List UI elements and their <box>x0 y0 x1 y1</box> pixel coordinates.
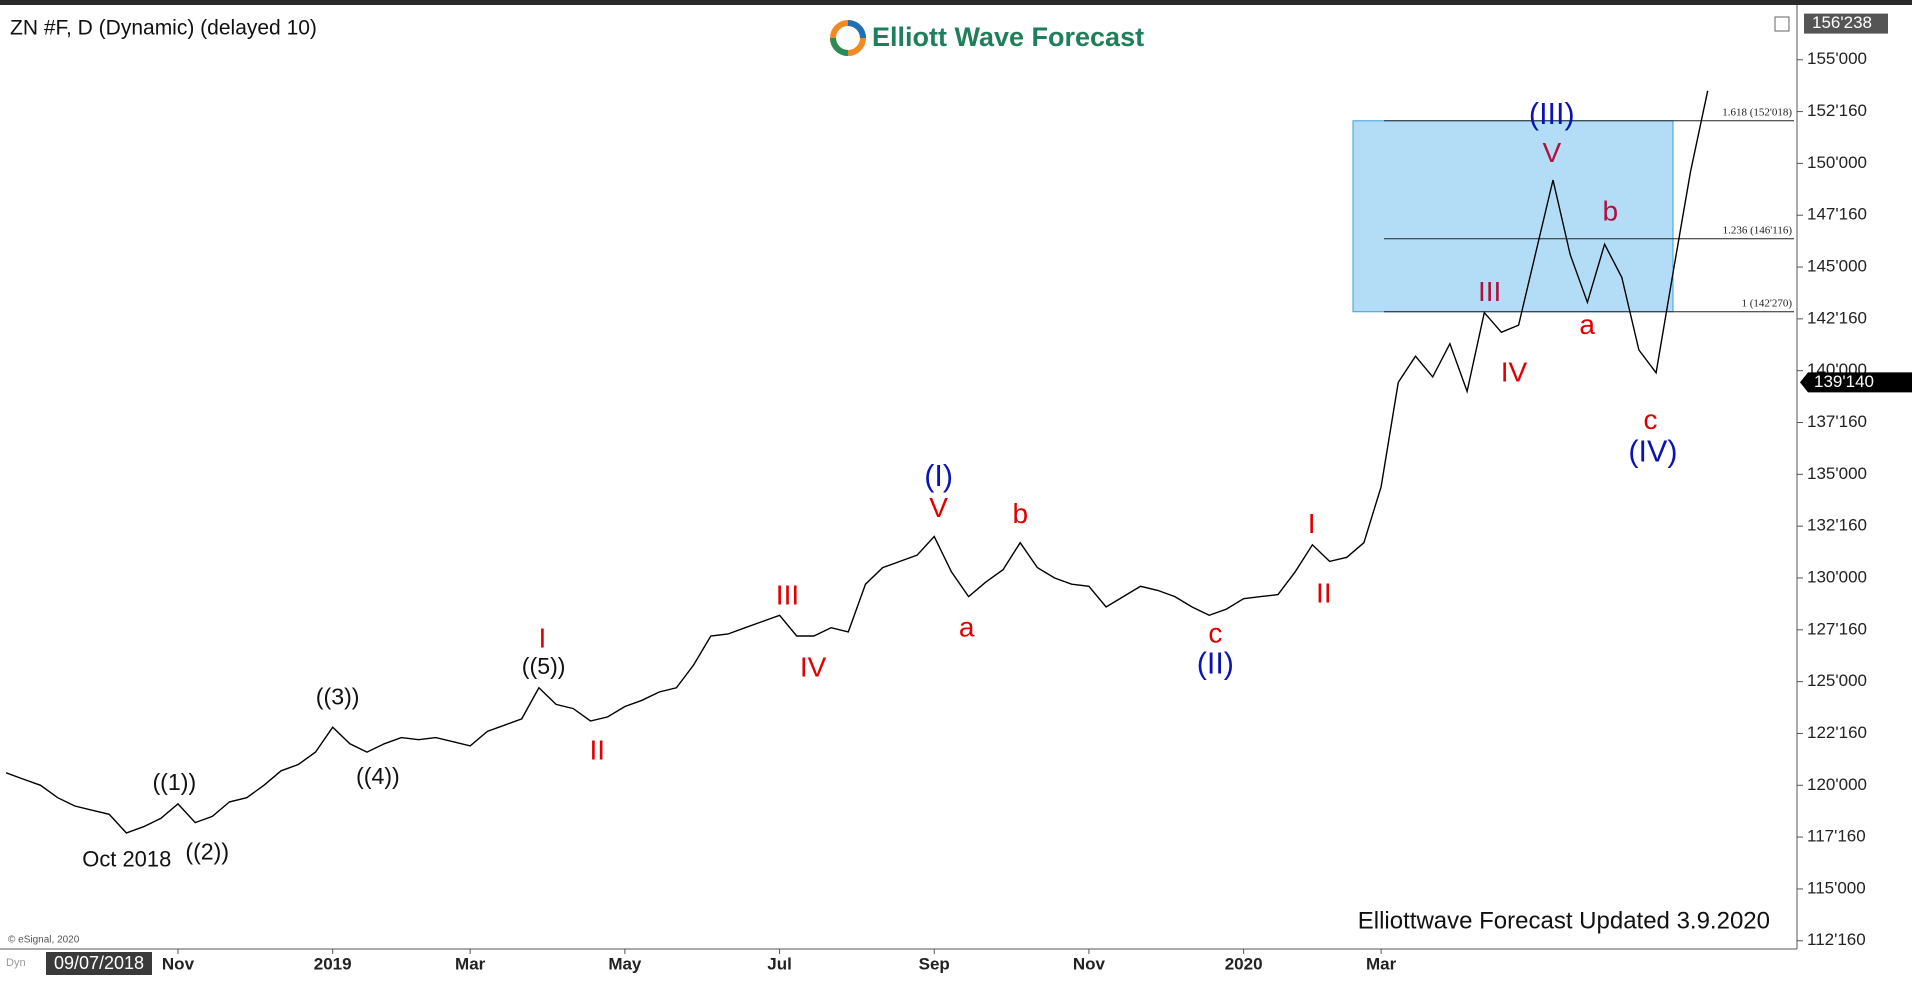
y-tick-label: 120'000 <box>1807 775 1867 794</box>
y-tick-label: 145'000 <box>1807 257 1867 276</box>
wave-label: I <box>539 622 547 653</box>
logo-text: Elliott Wave Forecast <box>872 22 1144 52</box>
y-tick-label: 130'000 <box>1807 567 1867 586</box>
x-tick-label: 2019 <box>314 954 352 973</box>
last-price-box <box>1800 372 1912 393</box>
wave-label: ((4)) <box>356 763 400 789</box>
y-tick-label: 152'160 <box>1807 101 1867 120</box>
footer: Elliottwave Forecast Updated 3.9.2020 <box>1358 907 1770 934</box>
wave-label: ((2)) <box>185 838 229 864</box>
y-tick-label: 150'000 <box>1807 153 1867 172</box>
wave-label: I <box>1308 508 1316 539</box>
wave-label: (II) <box>1197 647 1234 681</box>
y-tick-label: 117'160 <box>1807 827 1866 846</box>
wave-label: III <box>1478 276 1501 307</box>
x-tick-label: Nov <box>1073 954 1106 973</box>
wave-label: a <box>1579 309 1595 340</box>
wave-label: a <box>959 611 975 642</box>
window-icon <box>1774 16 1790 32</box>
logo: Elliott Wave Forecast <box>830 20 1144 56</box>
y-tick-label: 147'160 <box>1807 205 1867 224</box>
fib-label: 1.618 (152'018) <box>1722 106 1792 118</box>
wave-label: c <box>1208 618 1222 649</box>
wave-label: (I) <box>924 459 953 493</box>
top-label: 156'238 <box>1812 13 1872 32</box>
wave-label: b <box>1013 498 1029 529</box>
logo-icon <box>830 37 849 56</box>
x-tick-label: Jul <box>767 954 792 973</box>
y-tick-label: 125'000 <box>1807 671 1867 690</box>
wave-label: V <box>929 492 948 523</box>
wave-label: Oct 2018 <box>82 846 171 871</box>
x-tick-label: Sep <box>919 954 950 973</box>
wave-label: ((5)) <box>522 653 566 679</box>
copyright: © eSignal, 2020 <box>8 935 80 946</box>
y-tick-label: 135'000 <box>1807 464 1867 483</box>
y-tick-label: 122'160 <box>1807 723 1867 742</box>
wave-label: ((1)) <box>152 769 196 795</box>
y-tick-label: 137'160 <box>1807 412 1867 431</box>
cursor-tag: Dyn <box>6 957 26 969</box>
cursor-date-box <box>46 952 152 975</box>
x-tick-label: Mar <box>455 954 486 973</box>
wave-label: V <box>1542 137 1561 168</box>
last-price: 139'140 <box>1814 372 1874 391</box>
x-tick-label: May <box>608 954 642 973</box>
y-tick-label: 112'160 <box>1807 930 1866 949</box>
y-tick-label: 115'000 <box>1807 878 1866 897</box>
wave-label: b <box>1603 196 1619 227</box>
x-tick-label: 2020 <box>1225 954 1263 973</box>
y-tick-label: 132'160 <box>1807 516 1867 535</box>
wave-label: II <box>1316 577 1332 608</box>
y-tick-label: 155'000 <box>1807 49 1867 68</box>
top-label-box <box>1804 13 1888 34</box>
y-tick-label: 127'160 <box>1807 619 1867 638</box>
wave-label: II <box>590 735 606 766</box>
x-tick-label: Nov <box>162 954 195 973</box>
y-tick-label: 142'160 <box>1807 308 1867 327</box>
wave-label: c <box>1644 404 1658 435</box>
wave-label: ((3)) <box>316 684 360 710</box>
wave-label: (IV) <box>1628 435 1677 469</box>
wave-label: IV <box>1501 357 1528 388</box>
price-line <box>1397 90 1709 394</box>
target-zone <box>1352 120 1674 313</box>
logo-icon <box>847 20 866 39</box>
cursor-date: 09/07/2018 <box>54 953 144 973</box>
top-border <box>0 0 1912 5</box>
wave-label: (III) <box>1529 97 1575 131</box>
wave-label: III <box>776 580 799 611</box>
price-line <box>5 382 1399 834</box>
chart-title: ZN #F, D (Dynamic) (delayed 10) <box>10 17 317 40</box>
fib-label: 1.236 (146'116) <box>1723 224 1793 236</box>
x-tick-label: Mar <box>1366 954 1397 973</box>
wave-label: IV <box>800 652 827 683</box>
fib-label: 1 (142'270) <box>1741 297 1792 309</box>
